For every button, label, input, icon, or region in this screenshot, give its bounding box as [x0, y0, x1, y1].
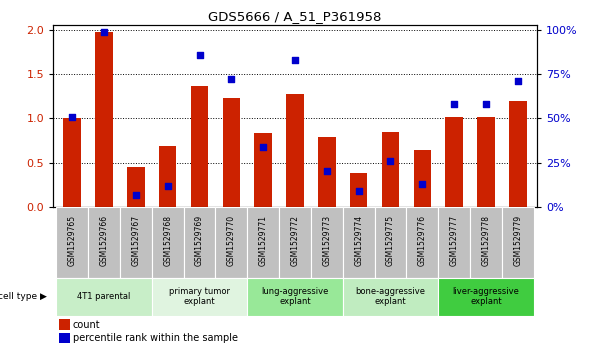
Point	[258, 144, 268, 150]
Bar	[502, 207, 534, 278]
Bar	[159, 146, 176, 207]
Bar	[247, 207, 279, 278]
Bar	[191, 86, 208, 207]
Bar	[350, 173, 368, 207]
Bar	[56, 207, 88, 278]
Text: count: count	[73, 319, 100, 330]
Point	[450, 101, 459, 107]
Bar	[343, 207, 375, 278]
Text: cell type ▶: cell type ▶	[0, 292, 47, 301]
Bar	[470, 207, 502, 278]
Bar	[95, 33, 113, 207]
Bar	[375, 207, 407, 278]
Text: GSM1529778: GSM1529778	[481, 215, 490, 266]
Bar	[215, 207, 247, 278]
Bar	[152, 278, 247, 316]
Bar	[120, 207, 152, 278]
Point	[163, 183, 172, 188]
Text: GSM1529771: GSM1529771	[258, 215, 268, 266]
Text: GSM1529776: GSM1529776	[418, 215, 427, 266]
Point	[290, 57, 300, 63]
Text: lung-aggressive
explant: lung-aggressive explant	[261, 287, 329, 306]
Text: 4T1 parental: 4T1 parental	[77, 292, 131, 301]
Text: GSM1529769: GSM1529769	[195, 215, 204, 266]
Text: GSM1529766: GSM1529766	[100, 215, 109, 266]
Point	[322, 168, 332, 174]
Text: GSM1529767: GSM1529767	[132, 215, 140, 266]
Bar	[247, 278, 343, 316]
Bar	[286, 94, 304, 207]
Point	[354, 188, 363, 194]
Bar	[152, 207, 183, 278]
Bar	[509, 101, 526, 207]
Point	[227, 77, 236, 82]
Bar	[311, 207, 343, 278]
Text: bone-aggressive
explant: bone-aggressive explant	[356, 287, 425, 306]
Text: GSM1529775: GSM1529775	[386, 215, 395, 266]
Point	[513, 78, 523, 84]
Bar	[279, 207, 311, 278]
Point	[418, 181, 427, 187]
Bar	[438, 278, 534, 316]
Point	[99, 29, 109, 34]
Bar	[56, 278, 152, 316]
Text: GSM1529774: GSM1529774	[354, 215, 363, 266]
Text: GSM1529777: GSM1529777	[450, 215, 458, 266]
Point	[481, 101, 491, 107]
Bar	[382, 132, 399, 207]
Bar	[222, 98, 240, 207]
Bar	[343, 278, 438, 316]
Bar	[318, 137, 336, 207]
Text: percentile rank within the sample: percentile rank within the sample	[73, 333, 238, 343]
Bar	[407, 207, 438, 278]
Point	[386, 158, 395, 164]
Text: GSM1529765: GSM1529765	[68, 215, 77, 266]
Text: GSM1529770: GSM1529770	[227, 215, 236, 266]
Point	[195, 52, 204, 57]
Point	[131, 192, 140, 197]
Text: GSM1529773: GSM1529773	[322, 215, 332, 266]
Text: liver-aggressive
explant: liver-aggressive explant	[453, 287, 519, 306]
Bar	[88, 207, 120, 278]
Bar	[254, 132, 272, 207]
Bar	[64, 118, 81, 207]
Point	[67, 114, 77, 119]
Title: GDS5666 / A_51_P361958: GDS5666 / A_51_P361958	[208, 10, 382, 23]
Bar	[445, 117, 463, 207]
Bar	[438, 207, 470, 278]
Text: primary tumor
explant: primary tumor explant	[169, 287, 230, 306]
Bar	[183, 207, 215, 278]
Bar	[414, 150, 431, 207]
Bar	[477, 118, 495, 207]
Text: GSM1529772: GSM1529772	[290, 215, 300, 266]
Text: GSM1529768: GSM1529768	[163, 215, 172, 266]
Text: GSM1529779: GSM1529779	[513, 215, 522, 266]
Bar	[127, 167, 145, 207]
